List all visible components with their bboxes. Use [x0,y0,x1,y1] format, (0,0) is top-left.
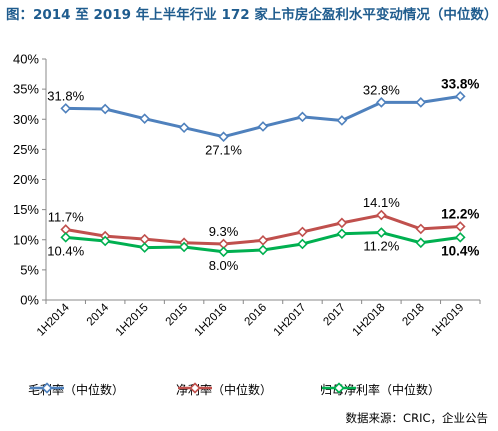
legend-label-net-margin: 净利率（中位数） [176,383,273,397]
data-label-1: 14.1% [363,195,400,210]
x-tick-label: 2017 [321,302,348,329]
data-point-0 [60,103,72,114]
legend-label-parent-net-margin: 归母净利率（中位数） [320,383,441,397]
data-point-2 [178,241,190,253]
data-label-1: 12.2% [441,206,479,221]
chart-title: 图：2014 至 2019 年上半年行业 172 家上市房企盈利水平变动情况（中… [6,7,498,23]
data-label-1: 11.7% [48,210,84,225]
data-point-0 [297,111,308,123]
y-tick-label: 15% [13,202,39,217]
data-point-2 [257,244,269,256]
data-point-1 [376,209,387,221]
x-tick-label: 2016 [243,302,270,329]
x-tick-label: 1H2015 [114,302,151,339]
data-point-1 [336,217,348,229]
data-label-0: 32.8% [363,82,400,97]
y-tick-label: 35% [13,82,39,97]
legend-item-net-margin: 净利率（中位数） [176,381,272,398]
data-point-1 [257,235,269,246]
data-point-0 [415,97,427,108]
data-point-2 [60,232,72,243]
data-point-2 [454,232,466,243]
y-tick-label: 20% [13,172,39,187]
x-tick-label: 2018 [400,302,427,329]
y-tick-label: 40% [13,52,39,67]
data-point-0 [336,115,348,126]
data-point-1 [454,221,466,232]
legend-label-gross-margin: 毛利率（中位数） [28,383,125,397]
x-tick-label: 1H2019 [429,302,466,339]
y-tick-label: 25% [13,142,39,157]
x-tick-label: 1H2016 [193,302,230,339]
data-point-2 [336,228,348,240]
x-tick-label: 1H2017 [272,302,309,339]
y-tick-label: 5% [20,262,39,277]
data-label-2: 10.4% [47,243,84,258]
data-point-2 [218,246,229,258]
x-tick-label: 2014 [85,301,112,328]
data-point-2 [376,227,387,238]
data-point-0 [99,103,111,115]
y-tick-label: 10% [13,232,39,247]
data-label-0: 27.1% [205,143,242,158]
legend-marker-gross-margin [30,382,64,394]
legend-marker-parent-net-margin [322,382,356,394]
data-point-0 [257,121,269,132]
data-point-1 [415,223,427,235]
data-point-2 [99,235,111,247]
data-label-0: 33.8% [441,76,479,91]
data-label-2: 10.4% [441,243,479,258]
y-tick-label: 0% [20,293,39,308]
x-tick-label: 1H2014 [35,301,72,338]
data-point-2 [415,237,427,249]
x-tick-label: 2015 [164,302,191,329]
data-label-2: 8.0% [209,258,239,273]
legend-marker-net-margin [178,382,212,394]
data-point-1 [297,226,308,238]
data-label-2: 11.2% [363,239,399,254]
data-point-0 [178,122,190,134]
data-point-0 [376,97,387,108]
data-point-0 [218,131,229,143]
legend-item-gross-margin: 毛利率（中位数） [28,381,124,398]
data-label-0: 31.8% [47,88,84,103]
data-point-0 [454,91,466,102]
legend-item-parent-net-margin: 归母净利率（中位数） [320,381,440,398]
data-point-0 [139,113,150,124]
data-point-2 [297,238,308,250]
data-label-1: 9.3% [209,224,239,239]
chart-legend: 毛利率（中位数） 净利率（中位数） 归母净利率（中位数） [0,381,498,399]
y-tick-label: 30% [13,112,39,127]
data-point-1 [139,233,150,245]
data-source-note: 数据来源：CRIC，企业公告 [345,411,488,425]
x-tick-label: 1H2018 [351,302,388,339]
data-point-2 [139,242,150,253]
